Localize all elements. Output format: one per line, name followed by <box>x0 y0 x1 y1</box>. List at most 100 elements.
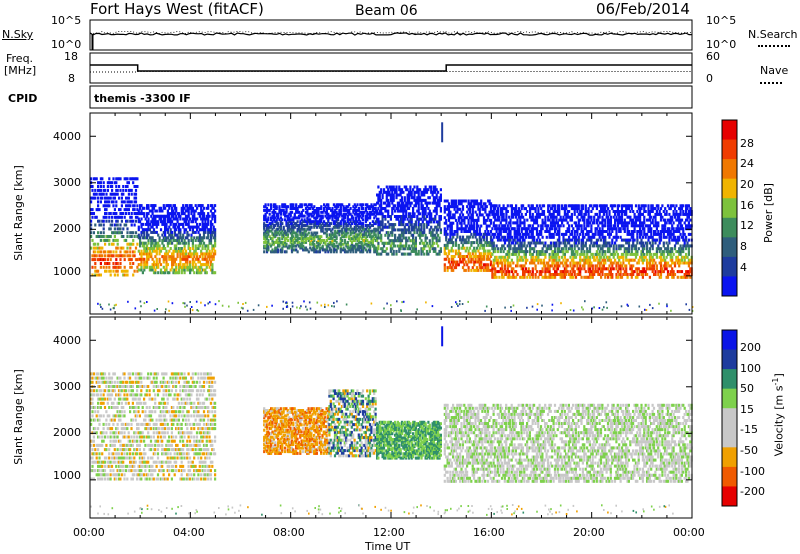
power-cell <box>314 244 317 248</box>
power-cell <box>335 212 338 216</box>
power-cell <box>452 257 455 261</box>
power-cell <box>370 240 373 244</box>
power-cell <box>359 210 362 214</box>
power-cell <box>267 218 270 222</box>
power-cell <box>187 214 190 218</box>
power-cell <box>198 255 201 259</box>
power-cell <box>452 268 455 272</box>
power-cell <box>499 227 502 231</box>
power-cell <box>457 199 460 203</box>
power-cell <box>604 235 607 239</box>
power-cell <box>471 210 474 214</box>
power-cell <box>274 220 277 224</box>
power-cell <box>620 238 624 242</box>
power-cell <box>376 247 379 251</box>
power-cell <box>512 273 515 276</box>
power-cell <box>503 238 507 242</box>
power-cell <box>331 239 334 242</box>
power-cell <box>300 210 303 214</box>
power-cell <box>577 207 580 211</box>
power-cell <box>558 247 561 251</box>
power-cell <box>285 237 288 241</box>
power-cell <box>197 247 200 250</box>
power-cell <box>590 235 593 239</box>
power-cell <box>520 247 523 251</box>
power-cell <box>593 273 596 276</box>
power-cell <box>302 233 305 237</box>
power-cell <box>377 207 380 210</box>
power-cell <box>336 224 340 227</box>
power-cell <box>604 267 607 271</box>
power-cell <box>290 227 294 231</box>
power-cell <box>496 210 500 213</box>
power-cell <box>161 271 164 275</box>
power-cell <box>99 200 102 204</box>
power-cell <box>580 238 583 242</box>
power-cell <box>373 210 376 214</box>
power-cell <box>140 265 143 269</box>
power-cell <box>473 218 476 222</box>
power-cell <box>196 271 199 275</box>
power-cell <box>593 215 596 219</box>
power-cell <box>120 235 123 238</box>
power-cell <box>187 239 190 242</box>
power-cell <box>360 216 363 220</box>
power-cell <box>191 225 194 229</box>
power-cell <box>353 239 356 242</box>
power-cell <box>313 212 316 216</box>
power-cell <box>143 236 146 240</box>
power-cell <box>509 261 512 265</box>
power-cell <box>183 206 186 210</box>
power-cell <box>155 257 158 261</box>
power-cell <box>363 227 366 231</box>
power-cell <box>126 231 129 235</box>
power-cell <box>510 258 513 262</box>
power-cell <box>542 261 546 265</box>
power-cell <box>452 235 455 239</box>
power-cell <box>534 273 537 276</box>
power-cell <box>538 241 541 245</box>
power-cell <box>489 263 493 267</box>
power-cell <box>570 215 573 219</box>
power-cell <box>336 205 340 209</box>
power-cell <box>345 244 348 248</box>
power-cell <box>452 249 455 253</box>
power-cell <box>290 207 294 210</box>
power-cell <box>600 247 603 251</box>
power-cell <box>398 239 401 243</box>
power-cell <box>342 207 345 210</box>
power-cell <box>212 255 215 259</box>
power-cell <box>281 250 284 254</box>
power-cell <box>563 207 566 211</box>
power-cell <box>482 263 486 267</box>
power-cell <box>482 207 486 211</box>
power-cell <box>169 220 172 224</box>
power-cell <box>314 218 317 222</box>
power-cell <box>595 218 598 222</box>
power-cell <box>579 252 582 256</box>
power-cell <box>200 249 203 253</box>
power-cell <box>115 219 118 223</box>
power-cell <box>275 207 278 210</box>
power-cell <box>626 247 629 251</box>
power-cell <box>626 204 629 208</box>
power-cell <box>384 207 387 210</box>
power-cell <box>568 238 571 242</box>
power-cell <box>267 224 270 227</box>
power-cell <box>580 244 583 248</box>
power-cell <box>126 200 129 204</box>
power-cell <box>598 273 601 276</box>
power-cell <box>310 225 313 229</box>
power-cell <box>584 270 587 274</box>
power-cell <box>127 258 130 262</box>
power-cell <box>423 252 426 256</box>
power-cell <box>608 241 611 245</box>
power-cell <box>562 215 565 219</box>
power-cell <box>356 235 359 239</box>
power-cell <box>334 248 337 252</box>
power-cell <box>595 270 598 274</box>
power-cell <box>399 209 402 213</box>
power-cell <box>502 230 505 233</box>
power-cell <box>352 220 355 224</box>
power-cell <box>443 246 446 250</box>
